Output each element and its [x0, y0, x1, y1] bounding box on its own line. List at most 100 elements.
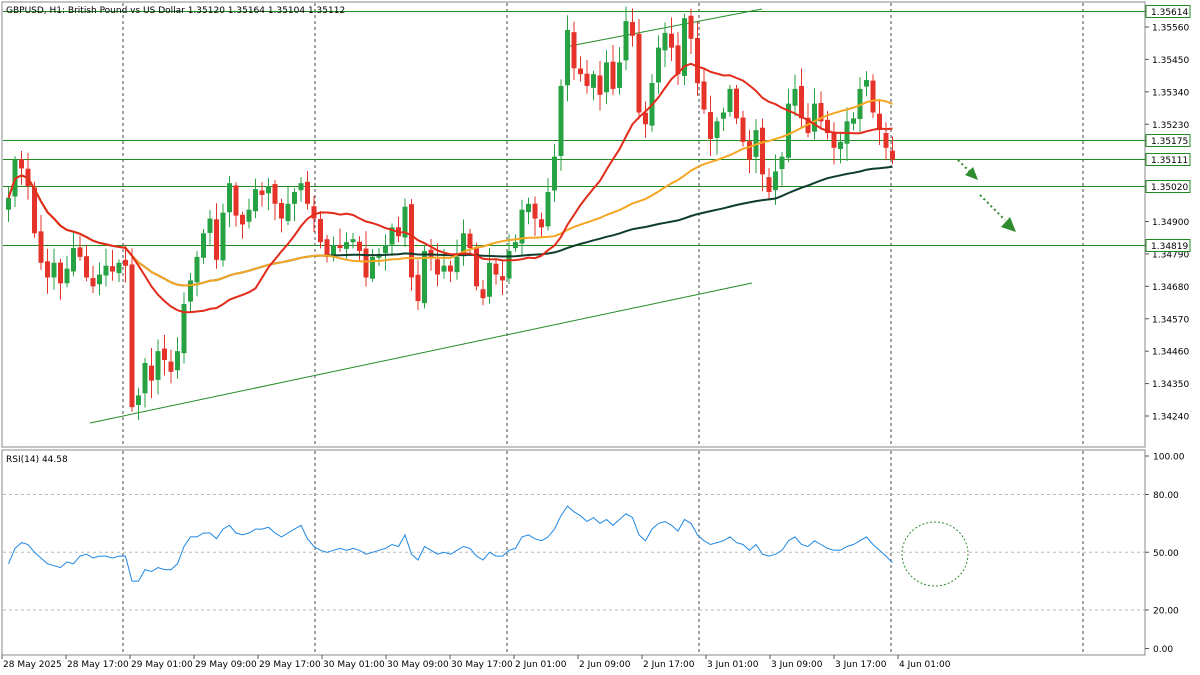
candle: [851, 112, 856, 131]
rsi-line: [8, 505, 893, 582]
candle: [688, 8, 694, 55]
candle: [188, 272, 193, 312]
x-tick-label: 2 Jun 09:00: [579, 660, 631, 670]
candle-body: [552, 156, 557, 191]
candle: [97, 262, 102, 296]
candle-body: [136, 395, 141, 406]
candle-body: [480, 289, 486, 299]
candle-body: [246, 209, 252, 222]
rsi-tick-label: 0.00: [1153, 645, 1173, 655]
candle: [480, 280, 486, 306]
rsi-tick-label: 100.00: [1153, 453, 1185, 463]
candle: [376, 248, 382, 267]
candle: [363, 231, 369, 287]
candle-body: [773, 171, 778, 191]
candle-body: [558, 85, 564, 156]
candle: [305, 171, 310, 210]
candle: [337, 228, 343, 253]
candle-body: [740, 117, 746, 142]
x-tick-label: 29 May 01:00: [131, 660, 193, 670]
rsi-label: RSI(14) 44.58: [6, 455, 68, 465]
x-tick-label: 30 May 17:00: [451, 660, 513, 670]
candle: [38, 215, 44, 270]
candle-body: [682, 18, 687, 76]
candle: [58, 258, 63, 300]
candle: [617, 47, 622, 95]
y-tick-label: 1.34350: [1152, 380, 1189, 390]
candle: [123, 244, 128, 283]
candle: [708, 95, 713, 156]
candle-body: [487, 262, 492, 297]
candle: [448, 260, 453, 283]
candle-body: [623, 21, 629, 61]
y-tick-label: 1.34570: [1152, 315, 1189, 325]
x-tick-label: 29 May 09:00: [195, 660, 257, 670]
upper-trendline: [569, 8, 763, 47]
candle-body: [337, 245, 343, 249]
candle-body: [545, 192, 551, 227]
candle: [591, 70, 596, 101]
candle: [103, 248, 109, 287]
x-tick-label: 29 May 17:00: [259, 660, 321, 670]
candle-body: [760, 127, 765, 175]
x-tick-label: 3 Jun 01:00: [707, 660, 759, 670]
candle: [246, 198, 252, 229]
candle-body: [714, 121, 720, 138]
candle-body: [428, 249, 434, 257]
candle-body: [630, 21, 635, 36]
candle-body: [532, 203, 538, 219]
x-tick-label: 3 Jun 17:00: [835, 660, 887, 670]
price-level-tag: [1145, 5, 1191, 18]
rsi-axis: 100.00 80.00 50.00 20.00 0.00: [1145, 453, 1185, 655]
candle: [207, 209, 213, 245]
candle-body: [97, 274, 102, 285]
candle-body: [877, 113, 882, 131]
candle-body: [851, 118, 856, 124]
candle: [487, 247, 492, 304]
candle: [747, 130, 752, 174]
candle-body: [883, 133, 889, 148]
candle: [760, 118, 765, 192]
candle-body: [701, 81, 707, 110]
x-tick-label: 3 Jun 09:00: [771, 660, 823, 670]
candle-body: [688, 15, 694, 39]
candle-body: [194, 256, 200, 283]
candle: [662, 22, 668, 68]
candle: [383, 234, 388, 271]
candle: [77, 236, 83, 261]
candle-body: [305, 181, 310, 204]
candle: [519, 199, 525, 255]
candle-body: [318, 218, 323, 243]
candle-body: [864, 80, 869, 87]
candle: [500, 260, 505, 295]
candle: [71, 231, 76, 277]
candle-body: [825, 119, 830, 134]
candle-body: [506, 250, 512, 279]
candle: [721, 107, 726, 132]
symbol-info: GBPUSD, H1: British Pound vs US Dollar 1…: [6, 6, 345, 16]
candle-body: [383, 245, 388, 254]
candle-body: [58, 262, 63, 284]
candle: [227, 176, 232, 228]
candle-body: [110, 266, 115, 272]
candle-body: [32, 187, 37, 234]
price-level-tag-text: 1.34819: [1151, 242, 1188, 252]
candle: [474, 242, 479, 291]
candle-body: [604, 62, 609, 93]
candle-body: [168, 361, 174, 372]
candle-body: [435, 259, 440, 275]
candle: [279, 198, 284, 233]
rsi-tick-label: 80.00: [1153, 491, 1179, 501]
rsi-level-lines: [3, 494, 1145, 611]
candle-body: [734, 88, 739, 119]
candle-body: [175, 351, 180, 371]
candle: [727, 84, 733, 117]
candle-body: [214, 219, 219, 260]
candle: [734, 84, 739, 125]
price-level-tag-text: 1.35175: [1151, 137, 1188, 147]
candle-body: [786, 103, 791, 158]
candle-body: [38, 231, 44, 263]
candle-body: [201, 233, 206, 258]
candle: [506, 234, 512, 284]
candle-body: [116, 262, 122, 274]
